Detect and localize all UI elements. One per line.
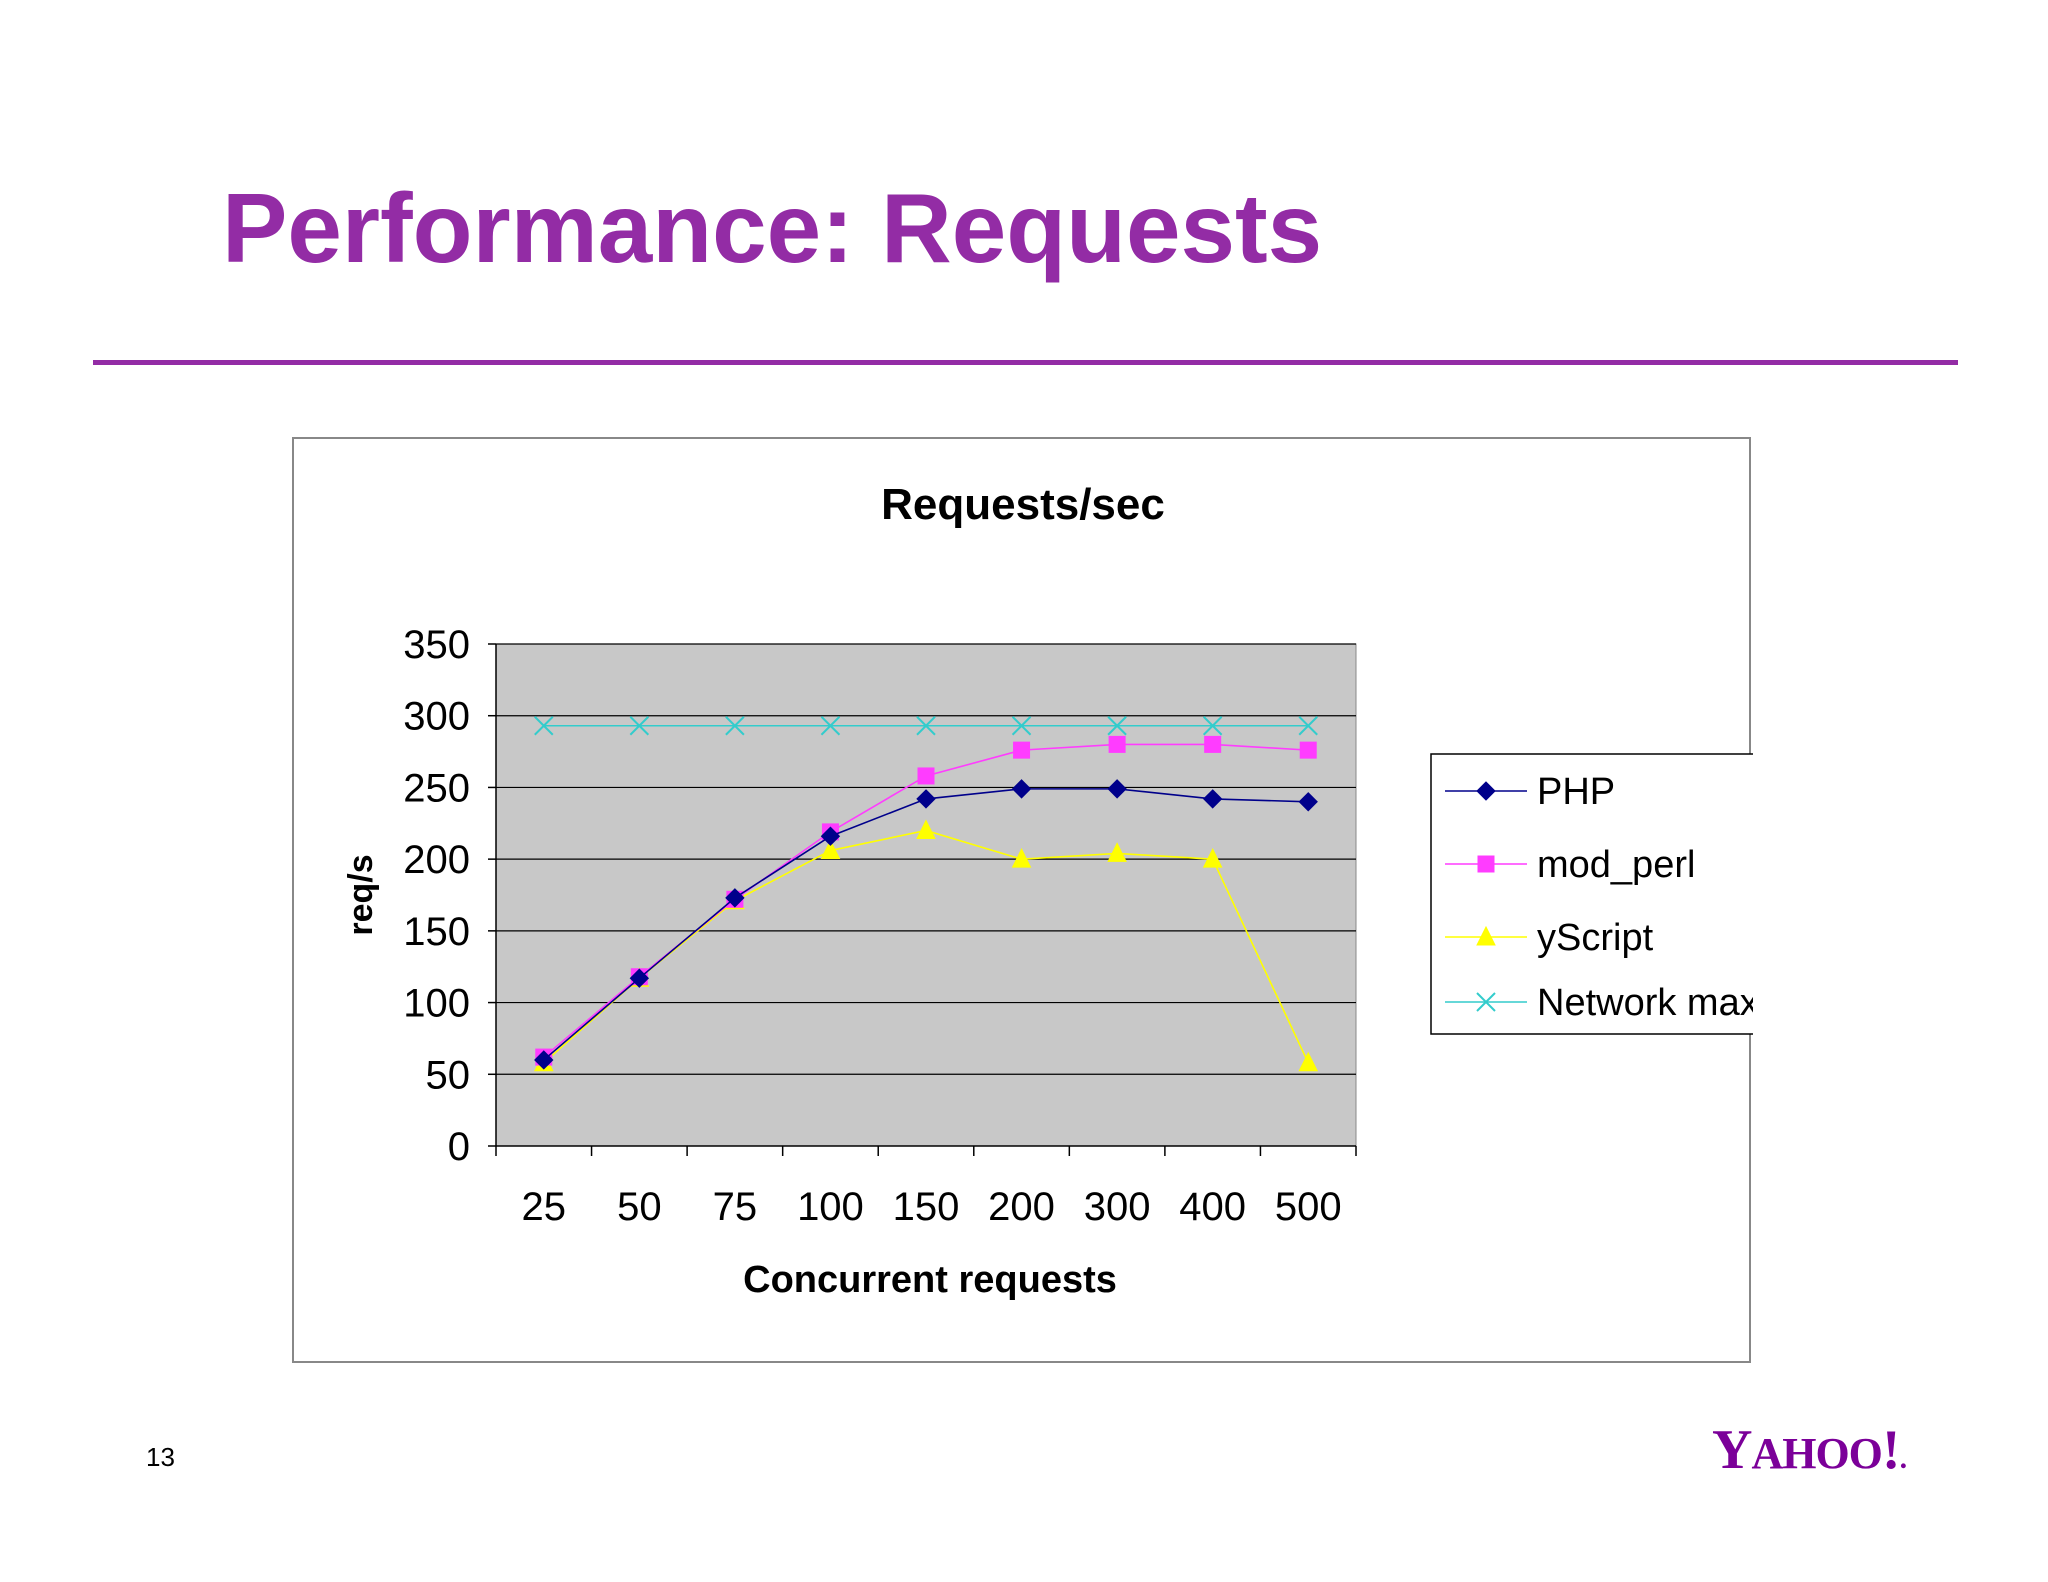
data-point-network-max xyxy=(534,716,554,736)
x-tick-label: 200 xyxy=(988,1185,1055,1229)
data-point-php xyxy=(1298,792,1318,812)
data-point-php xyxy=(629,968,650,988)
slide-title: Performance: Requests xyxy=(222,173,1323,283)
data-point-yscript xyxy=(916,819,936,839)
y-tick-label: 0 xyxy=(448,1125,470,1169)
data-point-mod-perl xyxy=(917,767,935,785)
data-point-yscript xyxy=(1107,842,1127,862)
data-point-yscript xyxy=(1298,1051,1319,1072)
y-tick-label: 100 xyxy=(403,982,470,1026)
plot-area xyxy=(495,643,1357,1147)
x-axis-label: Concurrent requests xyxy=(743,1259,1117,1301)
data-point-yscript xyxy=(1011,848,1032,868)
x-tick-label: 500 xyxy=(1275,1185,1342,1229)
y-axis-label: req/s xyxy=(342,854,380,935)
data-point-network-max xyxy=(629,716,650,736)
data-point-network-max xyxy=(1202,716,1223,736)
legend-label-php: PHP xyxy=(1537,771,1615,813)
data-point-mod-perl xyxy=(1204,735,1222,753)
data-point-mod-perl xyxy=(1108,735,1126,753)
legend-marker-yscript xyxy=(1476,925,1496,946)
chart-title: Requests/sec xyxy=(881,480,1165,529)
y-tick-label: 50 xyxy=(426,1053,471,1097)
data-point-mod-perl xyxy=(1299,741,1317,759)
title-divider xyxy=(93,360,1958,365)
legend-label-yscript: yScript xyxy=(1537,917,1654,959)
chart-frame: Requests/sec 0 50 100 150 200 250 300 350 25 50 75 1… xyxy=(292,437,1753,1363)
data-point-mod-perl xyxy=(1013,741,1031,759)
data-point-network-max xyxy=(725,716,745,736)
x-tick-label: 75 xyxy=(713,1185,758,1229)
y-tick-label: 150 xyxy=(403,910,470,954)
data-point-php xyxy=(1011,779,1032,799)
data-point-php xyxy=(725,888,745,908)
legend-marker-mod-perl xyxy=(1477,855,1495,873)
data-point-php xyxy=(1202,789,1223,809)
x-tick-label: 400 xyxy=(1179,1185,1246,1229)
requests-chart: Requests/sec 0 50 100 150 200 250 300 350 25 50 75 1… xyxy=(342,480,1753,1301)
legend-marker-network-max xyxy=(1476,992,1496,1012)
legend-label-mod-perl: mod_perl xyxy=(1537,844,1695,886)
data-point-php xyxy=(1107,779,1127,799)
page-number: 13 xyxy=(146,1442,175,1472)
y-tick-label: 300 xyxy=(403,695,470,739)
y-tick-label: 250 xyxy=(403,766,470,810)
legend-label-network-max: Network max xyxy=(1537,982,1753,1024)
x-tick-label: 25 xyxy=(522,1185,567,1229)
data-point-yscript xyxy=(820,839,841,860)
data-point-network-max xyxy=(820,716,841,736)
data-point-php xyxy=(820,826,841,846)
y-tick-label: 200 xyxy=(403,838,470,882)
data-point-network-max xyxy=(1107,716,1127,736)
data-point-php xyxy=(534,1050,554,1070)
data-point-network-max xyxy=(916,716,936,736)
data-point-network-max xyxy=(1298,716,1318,736)
x-tick-label: 300 xyxy=(1084,1185,1151,1229)
yahoo-logo: YAHOO!. xyxy=(1712,1419,1907,1481)
data-point-php xyxy=(916,789,936,809)
x-tick-label: 100 xyxy=(797,1185,864,1229)
legend xyxy=(1430,753,1753,1035)
data-point-network-max xyxy=(1011,716,1032,736)
data-point-yscript xyxy=(1202,848,1223,868)
legend-marker-php xyxy=(1476,781,1496,801)
y-tick-label: 350 xyxy=(403,623,470,667)
x-tick-label: 50 xyxy=(617,1185,662,1229)
x-tick-label: 150 xyxy=(893,1185,960,1229)
